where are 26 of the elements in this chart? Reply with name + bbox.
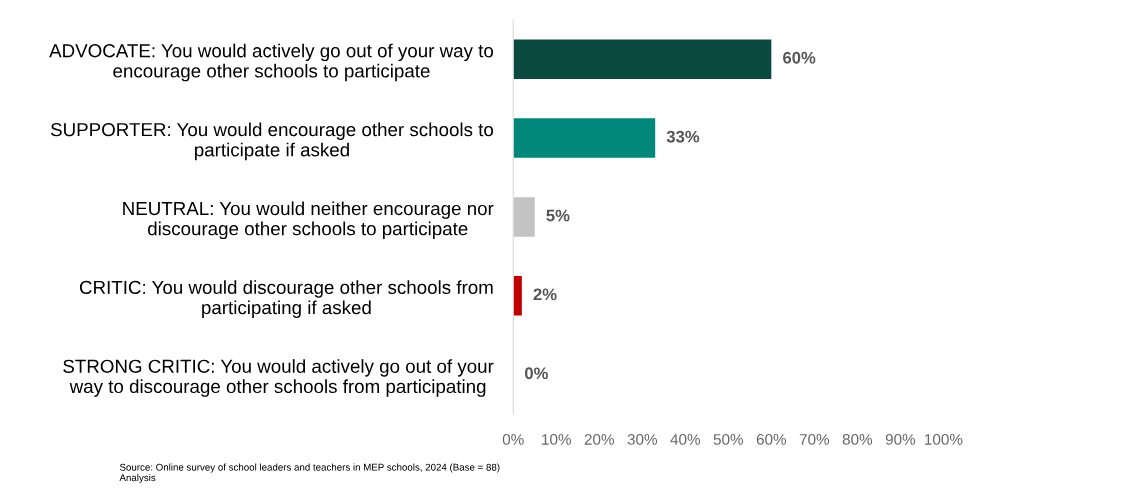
x-tick-label: 20%	[584, 433, 615, 445]
y-tick-label: NEUTRAL: You would neither encourage nor discourage other schools to participate	[123, 201, 494, 240]
bar	[513, 118, 656, 158]
y-tick-label: STRONG CRITIC: You would actively go out of your way to discourage other schools from participating	[63, 359, 494, 397]
data-label: 60%	[783, 51, 816, 64]
x-tick-label: 60%	[756, 433, 787, 445]
y-tick-label: CRITIC: You would discourage other schools from participating if asked	[79, 280, 493, 318]
bar	[513, 276, 522, 316]
bar	[513, 197, 535, 237]
x-tick-label: 50%	[713, 433, 744, 445]
data-label: 2%	[533, 288, 557, 301]
x-tick-label: 10%	[542, 433, 571, 445]
y-tick-label: SUPPORTER: You would encourage other schools to participate if asked	[50, 122, 494, 161]
bar	[513, 39, 772, 79]
y-tick-label: ADVOCATE: You would actively go out of your way to encourage other schools to participate	[49, 43, 494, 82]
x-tick-label: 0%	[502, 433, 524, 445]
x-tick-label: 80%	[842, 433, 873, 445]
x-tick-label: 100%	[925, 433, 963, 445]
data-label: 0%	[525, 367, 548, 380]
x-tick-label: 90%	[885, 433, 916, 445]
source-note: Source: Online survey of school leaders and teachers in MEP schools, 2024 (Base = 88) Analysis	[119, 463, 500, 484]
x-tick-label: 70%	[799, 433, 830, 445]
x-tick-label: 40%	[670, 433, 701, 445]
data-label: 33%	[666, 130, 700, 143]
x-tick-label: 30%	[627, 433, 658, 445]
data-label: 5%	[546, 209, 570, 222]
